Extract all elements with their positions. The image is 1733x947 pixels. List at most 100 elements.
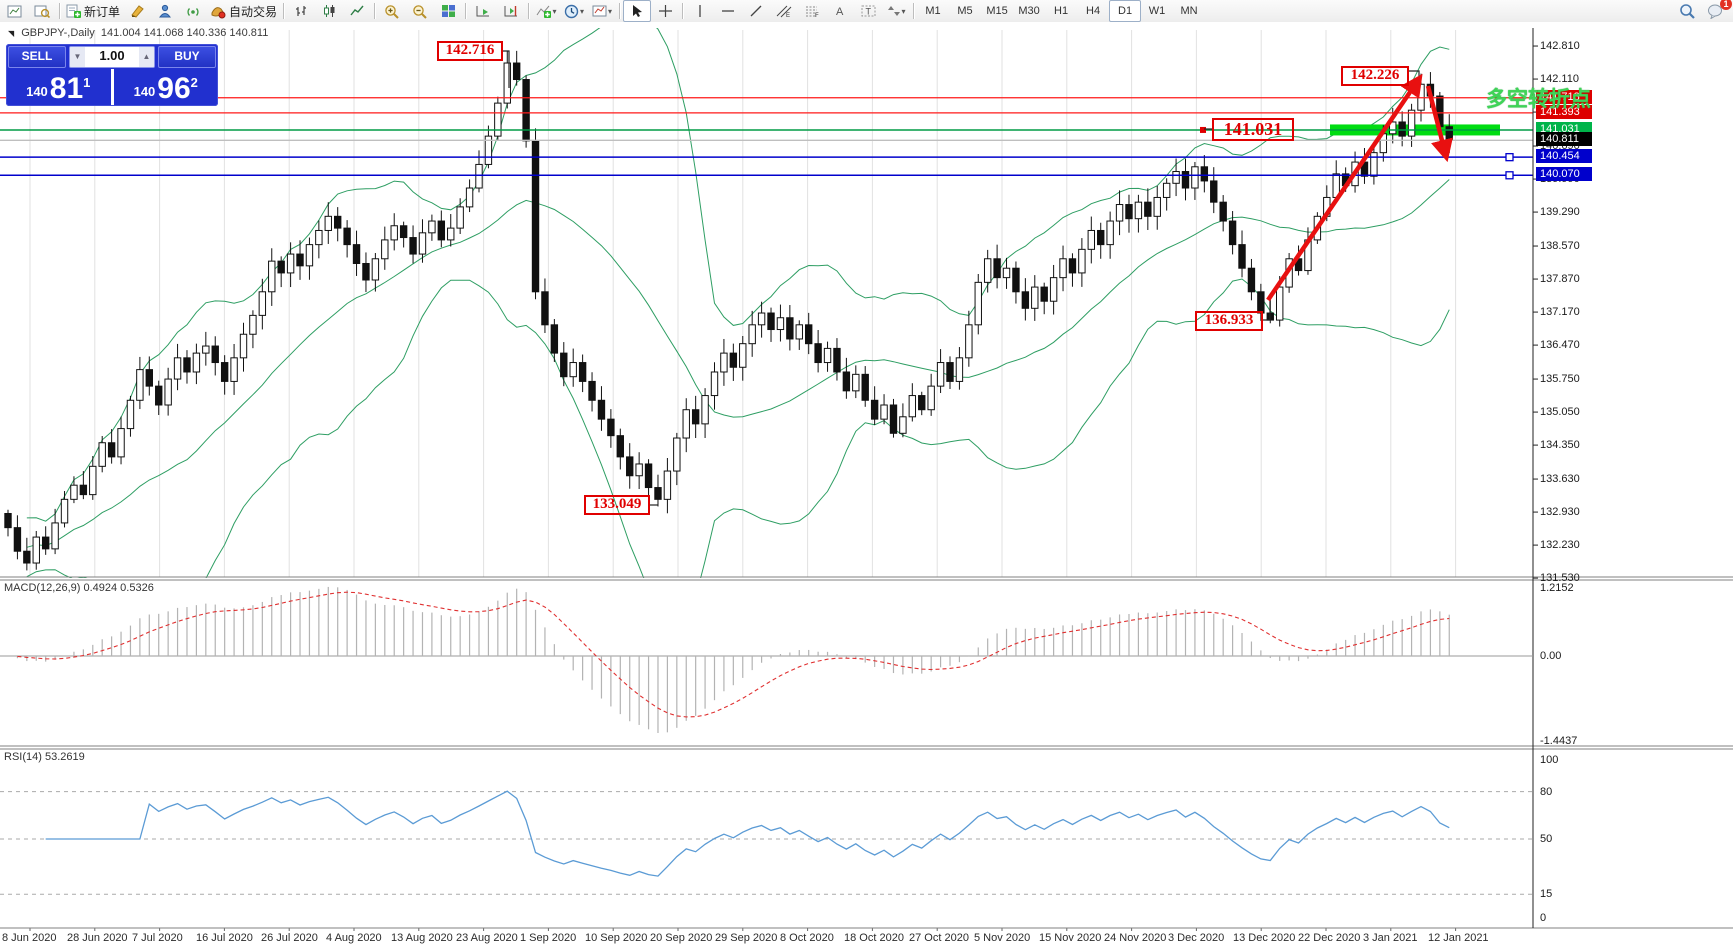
styler-button[interactable] (123, 0, 151, 22)
tile-windows-button[interactable] (434, 0, 462, 22)
templates-button[interactable]: ▾ (588, 0, 616, 22)
sell-price[interactable]: 140 81 1 (6, 69, 111, 105)
price-tick-137.870: 137.870 (1540, 273, 1580, 285)
hline-handle[interactable] (1505, 153, 1514, 162)
svg-text:E: E (786, 13, 790, 18)
annotation-low-133049[interactable]: 133.049 (584, 495, 650, 515)
volume-decrease-button[interactable]: ▼ (70, 47, 85, 67)
timeframe-D1[interactable]: D1 (1109, 0, 1142, 22)
line-chart-button[interactable] (343, 0, 371, 22)
buy-price[interactable]: 140 96 2 (114, 69, 219, 105)
zoom-in-button[interactable] (378, 0, 406, 22)
candle-body (1200, 166, 1209, 182)
candle-body (418, 232, 427, 255)
notification-badge: 1 (1720, 0, 1732, 10)
periods-button[interactable]: ▾ (560, 0, 588, 22)
sell-button[interactable]: SELL (8, 46, 66, 68)
buy-button[interactable]: BUY (158, 46, 216, 68)
trend-arrow-down[interactable] (1425, 85, 1453, 163)
timeframe-W1[interactable]: W1 (1148, 5, 1166, 17)
indicators-button[interactable]: ▾ (532, 0, 560, 22)
auto-scroll-button[interactable] (469, 0, 497, 22)
annotation-note-cn[interactable]: 多空转折点 (1486, 88, 1591, 111)
candle-body (1238, 244, 1246, 269)
candle-body (955, 357, 964, 382)
annotation-high-142226[interactable]: 142.226 (1341, 66, 1409, 86)
rsi-axis-100: 100 (1540, 754, 1559, 766)
candle-body (1219, 201, 1227, 222)
buy-price-big-figure: 140 (133, 84, 156, 99)
candle-body (79, 484, 88, 496)
candle-body (578, 362, 587, 382)
rsi-axis-0: 0 (1540, 912, 1547, 924)
price-tick-132.230: 132.230 (1540, 539, 1580, 551)
candle-body (437, 220, 446, 241)
signals-button[interactable] (179, 0, 207, 22)
annotation-high-142716[interactable]: 142.716 (437, 41, 503, 61)
candle-body (428, 220, 436, 234)
new-order-button[interactable]: 新订单 (63, 0, 123, 22)
profiles-button[interactable] (28, 0, 56, 22)
candle-body (1087, 229, 1095, 250)
candle-body (98, 442, 106, 467)
candle-body (268, 260, 276, 293)
chart-shift-button[interactable] (497, 0, 525, 22)
candle-body (531, 140, 540, 293)
crosshair-button[interactable] (651, 0, 679, 22)
vline-button[interactable] (686, 0, 714, 22)
hline-button[interactable] (714, 0, 742, 22)
annotation-level-141031[interactable]: 141.031 (1212, 118, 1294, 141)
periods-dropdown-icon: ▾ (580, 6, 585, 16)
bollinger-middle (26, 179, 1450, 548)
chat-icon[interactable]: 1 (1701, 0, 1732, 22)
trendline-button[interactable] (742, 0, 770, 22)
rsi-axis-80: 80 (1540, 786, 1553, 798)
experts-button[interactable] (151, 0, 179, 22)
candle-body (522, 79, 530, 142)
candle-body (1012, 267, 1020, 293)
zoom-out-button[interactable] (406, 0, 434, 22)
arrows-button[interactable]: ▾ (882, 0, 910, 22)
timeframe-MN[interactable]: MN (1180, 5, 1198, 17)
date-label: 7 Jul 2020 (132, 932, 183, 944)
text-button[interactable]: A (826, 0, 854, 22)
volume-value[interactable]: 1.00 (99, 48, 125, 63)
chart-marker-icon: ◥ (8, 29, 15, 38)
chart-canvas[interactable]: ◥ GBPJPY-,Daily 141.004 141.068 140.336 … (0, 22, 1733, 947)
timeframe-H4[interactable]: H4 (1086, 5, 1101, 17)
svg-text:T: T (865, 7, 871, 17)
candle-body (211, 345, 219, 364)
search-icon[interactable] (1673, 0, 1701, 22)
toolbar-separator (283, 3, 285, 19)
connector-142716 (501, 50, 510, 88)
volume-increase-button[interactable]: ▲ (139, 47, 154, 67)
equidistant-channel-button[interactable]: E (770, 0, 798, 22)
candle-body (654, 487, 662, 500)
auto-trading-button[interactable]: 自动交易 (207, 0, 280, 22)
timeframe-H1[interactable]: H1 (1054, 5, 1069, 17)
timeframe-M5[interactable]: M5 (957, 5, 973, 17)
candle-body (1106, 220, 1114, 246)
rsi-label: RSI(14) 53.2619 (4, 751, 85, 763)
hline-handle[interactable] (1505, 171, 1514, 180)
annotation-low-136933[interactable]: 136.933 (1195, 311, 1263, 331)
candle-body (192, 352, 201, 373)
timeframe-M30[interactable]: M30 (1018, 5, 1040, 17)
timeframe-M15[interactable]: M15 (986, 5, 1008, 17)
macd-axis-top: 1.2152 (1540, 582, 1574, 594)
date-label: 3 Dec 2020 (1168, 932, 1225, 944)
timeframe-M1[interactable]: M1 (925, 5, 941, 17)
new-chart-button[interactable] (0, 0, 28, 22)
cursor-button[interactable] (623, 0, 652, 22)
price-tag-141.393: 141.393 (1536, 105, 1592, 119)
bar-chart-button[interactable] (287, 0, 315, 22)
fibonacci-button[interactable]: F (798, 0, 826, 22)
trend-arrow-up[interactable] (1266, 73, 1423, 302)
candle-chart-button[interactable] (315, 0, 343, 22)
candle-body (390, 225, 398, 241)
candle-body (1247, 267, 1256, 293)
candle-body (334, 215, 342, 229)
text-label-button[interactable]: T (854, 0, 882, 22)
hline-anchor-handle[interactable] (1200, 126, 1206, 133)
candle-body (1370, 152, 1378, 177)
